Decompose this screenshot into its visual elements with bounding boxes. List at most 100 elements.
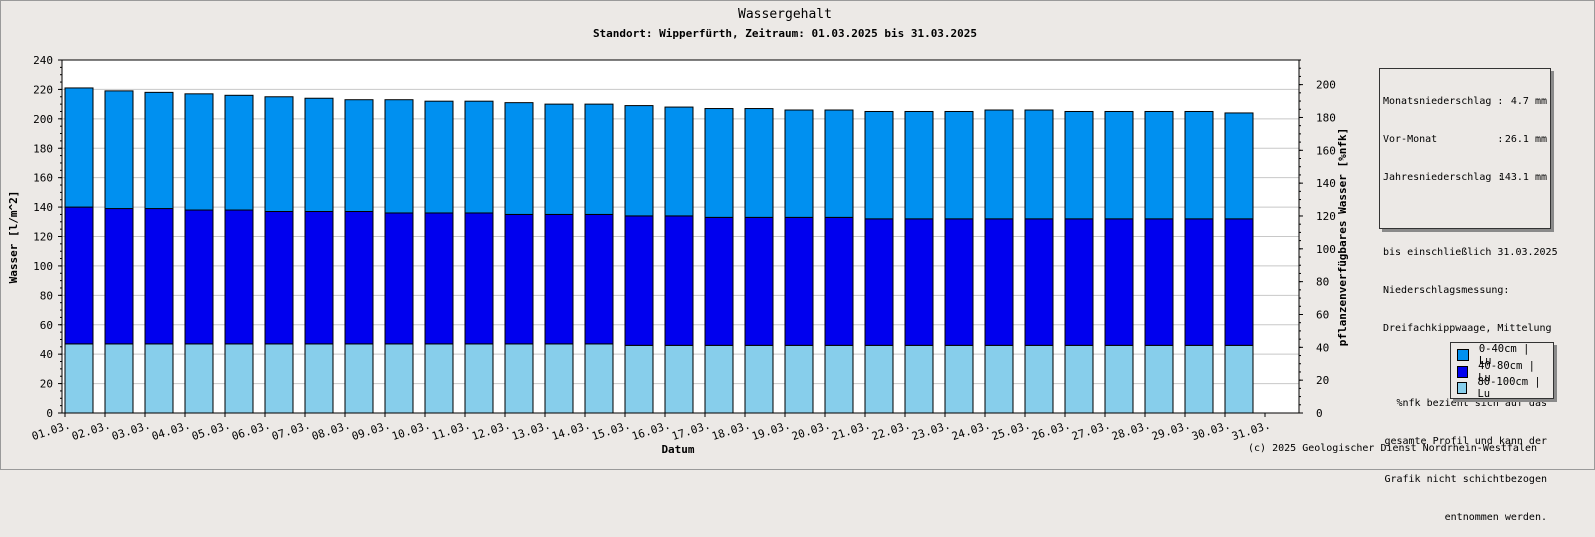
x-tick-label: 14.03. — [550, 418, 592, 443]
x-tick-label: 04.03. — [150, 418, 192, 443]
y-tick-label: 100 — [33, 260, 53, 273]
y-right-tick-label: 40 — [1316, 341, 1329, 354]
bar-0-40cm-lu — [104, 90, 134, 210]
x-tick-label: 28.03. — [1110, 418, 1152, 443]
y-right-tick-label: 160 — [1316, 144, 1336, 157]
bar-0-40cm-lu — [1104, 110, 1134, 220]
bars — [64, 87, 1254, 414]
bar-0-40cm-lu — [1144, 110, 1174, 220]
bar-0-40cm-lu — [224, 94, 254, 211]
x-tick-label: 29.03. — [1150, 418, 1192, 443]
copyright-text: (c) 2025 Geologischer Dienst Nordrhein-W… — [1248, 443, 1537, 454]
prev-month-label: Vor-Monat : — [1383, 133, 1504, 145]
plot-border — [61, 59, 1300, 414]
x-tick-label: 21.03. — [830, 418, 872, 443]
bar-40-80cm-lu — [424, 212, 454, 345]
bar-0-40cm-lu — [384, 99, 414, 214]
bar-80-100cm-lu — [704, 344, 734, 414]
y-tick-label: 120 — [33, 231, 53, 244]
bar-80-100cm-lu — [344, 343, 374, 414]
y-right-tick-label: 80 — [1316, 276, 1329, 289]
x-tick-label: 15.03. — [590, 418, 632, 443]
bar-40-80cm-lu — [144, 208, 174, 345]
y-tick-label: 20 — [40, 378, 53, 391]
bar-40-80cm-lu — [464, 212, 494, 345]
bar-40-80cm-lu — [864, 218, 894, 346]
bar-40-80cm-lu — [64, 206, 94, 345]
x-tick-label: 06.03. — [230, 418, 272, 443]
x-tick-label: 05.03. — [190, 418, 232, 443]
chart-subtitle: Standort: Wipperfürth, Zeitraum: 01.03.2… — [593, 27, 977, 40]
legend: 0-40cm | Lu 40-80cm | Lu 80-100cm | Lu — [1450, 342, 1554, 400]
bar-80-100cm-lu — [64, 343, 94, 414]
bar-0-40cm-lu — [304, 97, 334, 212]
chart-title: Wassergehalt — [738, 7, 832, 22]
bar-80-100cm-lu — [544, 343, 574, 414]
bar-0-40cm-lu — [824, 109, 854, 218]
y-axis-label: Wasser [l/m^2] — [7, 191, 20, 284]
x-tick-label: 26.03. — [1030, 418, 1072, 443]
y-tick-label: 60 — [40, 319, 53, 332]
bar-40-80cm-lu — [624, 215, 654, 346]
bar-80-100cm-lu — [384, 343, 414, 414]
bar-40-80cm-lu — [944, 218, 974, 346]
bar-80-100cm-lu — [304, 343, 334, 414]
bar-0-40cm-lu — [144, 91, 174, 210]
x-tick-label: 31.03. — [1230, 418, 1272, 443]
y-tick-label: 240 — [33, 54, 53, 67]
bar-80-100cm-lu — [504, 343, 534, 414]
bar-80-100cm-lu — [224, 343, 254, 414]
bar-40-80cm-lu — [1144, 218, 1174, 346]
prev-month-value: 26.1 mm — [1504, 133, 1547, 145]
bar-0-40cm-lu — [904, 110, 934, 220]
legend-label-0-40: 0-40cm | Lu — [1478, 343, 1530, 368]
bar-0-40cm-lu — [184, 93, 214, 211]
legend-swatch-0-40 — [1457, 349, 1469, 362]
bar-80-100cm-lu — [624, 344, 654, 414]
bar-80-100cm-lu — [1104, 344, 1134, 414]
bar-40-80cm-lu — [584, 213, 614, 345]
bar-40-80cm-lu — [304, 210, 334, 345]
bar-80-100cm-lu — [1184, 344, 1214, 414]
bar-40-80cm-lu — [1064, 218, 1094, 346]
y-right-tick-label: 200 — [1316, 79, 1336, 92]
bar-40-80cm-lu — [664, 215, 694, 346]
x-tick-label: 07.03. — [270, 418, 312, 443]
bar-0-40cm-lu — [1224, 112, 1254, 220]
bar-80-100cm-lu — [264, 343, 294, 414]
bar-0-40cm-lu — [344, 99, 374, 212]
legend-item-40-80: 40-80cm | Lu — [1457, 360, 1547, 384]
bar-80-100cm-lu — [584, 343, 614, 414]
x-tick-label: 24.03. — [950, 418, 992, 443]
x-tick-label: 08.03. — [310, 418, 352, 443]
y-tick-label: 160 — [33, 172, 53, 185]
legend-item-0-40: 0-40cm | Lu — [1457, 343, 1547, 367]
y-right-tick-label: 100 — [1316, 243, 1336, 256]
info-box: Monatsniederschlag : 4.7 mm Vor-Monat :26… — [1379, 68, 1558, 523]
x-tick-label: 20.03. — [790, 418, 832, 443]
bar-40-80cm-lu — [984, 218, 1014, 346]
bar-40-80cm-lu — [1024, 218, 1054, 346]
bar-80-100cm-lu — [984, 344, 1014, 414]
bar-40-80cm-lu — [384, 212, 414, 345]
bar-80-100cm-lu — [1224, 344, 1254, 414]
date-line: bis einschließlich 31.03.2025 — [1383, 247, 1558, 259]
bar-0-40cm-lu — [984, 109, 1014, 220]
legend-item-80-100: 80-100cm | Lu — [1457, 376, 1547, 400]
x-tick-label: 30.03. — [1190, 418, 1232, 443]
y-tick-label: 0 — [46, 407, 53, 420]
bar-0-40cm-lu — [624, 105, 654, 217]
x-tick-label: 22.03. — [870, 418, 912, 443]
bar-80-100cm-lu — [1024, 344, 1054, 414]
bar-80-100cm-lu — [1064, 344, 1094, 414]
measure-label: Niederschlagsmessung: — [1383, 285, 1510, 297]
x-tick-label: 17.03. — [670, 418, 712, 443]
bar-80-100cm-lu — [1144, 344, 1174, 414]
bar-40-80cm-lu — [544, 213, 574, 345]
bar-80-100cm-lu — [424, 343, 454, 414]
bar-80-100cm-lu — [184, 343, 214, 414]
x-tick-label: 02.03. — [70, 418, 112, 443]
bar-80-100cm-lu — [744, 344, 774, 414]
y-right-tick-label: 120 — [1316, 210, 1336, 223]
bar-40-80cm-lu — [344, 210, 374, 345]
